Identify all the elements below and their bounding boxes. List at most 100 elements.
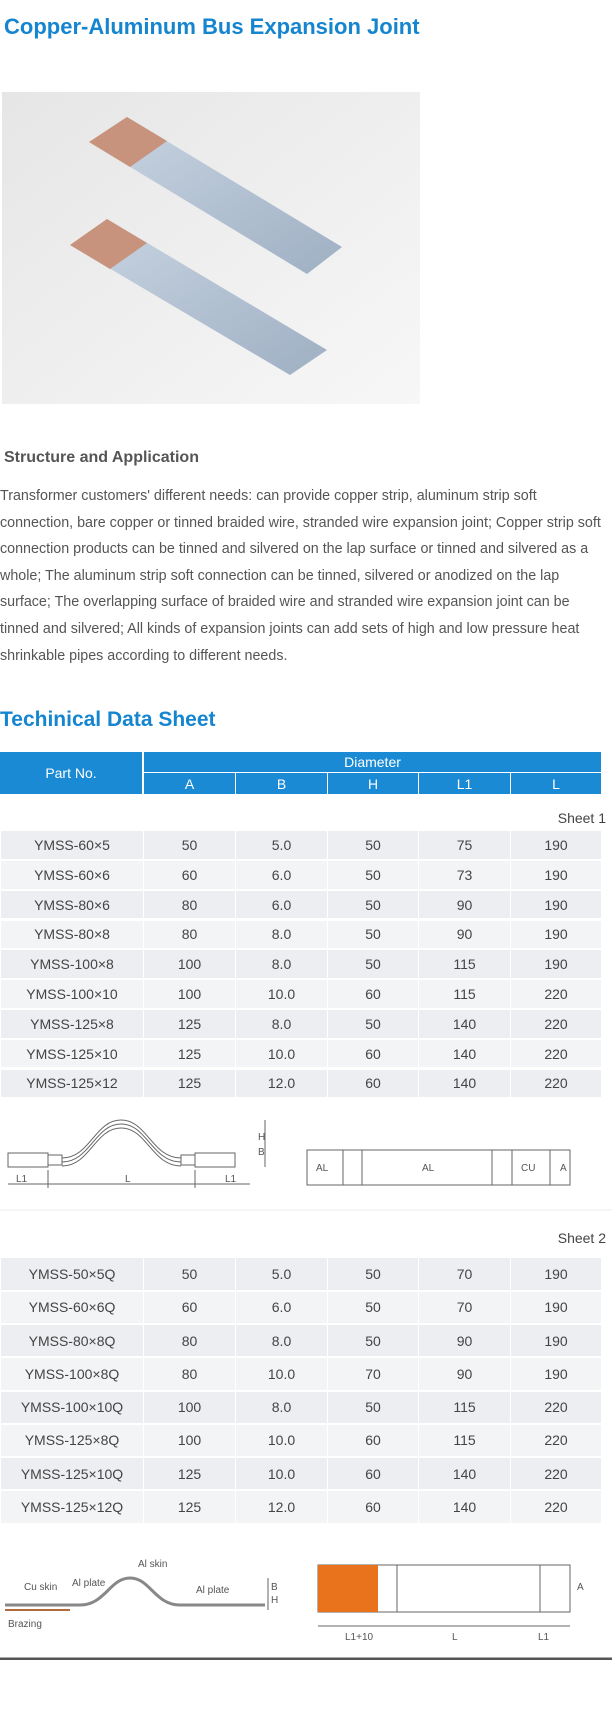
diagram-label: Cu skin (24, 1582, 57, 1593)
table-cell: YMSS-100×8 (1, 950, 143, 979)
table-cell: YMSS-125×12 (1, 1069, 143, 1098)
table-cell: 90 (419, 1358, 510, 1390)
table-cell: 8.0 (236, 1009, 327, 1038)
table-cell: 8.0 (236, 920, 327, 949)
table-cell: YMSS-80×8 (1, 920, 143, 949)
table-cell: 50 (328, 950, 418, 979)
table-cell: 90 (419, 920, 510, 949)
table-cell: 80 (144, 1358, 235, 1390)
table-cell: 60 (328, 980, 418, 1008)
table-cell: 140 (419, 1009, 510, 1038)
table-cell: 60 (328, 1458, 418, 1490)
table-cell: YMSS-100×8Q (1, 1358, 143, 1390)
table-cell: 125 (144, 1069, 235, 1098)
table-cell: 80 (144, 890, 235, 919)
table-cell: 125 (144, 1491, 235, 1523)
header-cell: B (236, 773, 327, 794)
table-cell: YMSS-80×6 (1, 890, 143, 919)
table-cell: 190 (511, 831, 601, 859)
table-cell: 12.0 (236, 1491, 327, 1523)
sheet-label: Sheet 2 (557, 1230, 606, 1246)
table-cell: 190 (511, 860, 601, 889)
table-cell: 190 (511, 1291, 601, 1323)
header-cell: L (511, 773, 601, 794)
diagram-label: L1 (16, 1174, 28, 1185)
diagram-label: Al plate (196, 1585, 230, 1596)
table-cell: 190 (511, 1258, 601, 1290)
diagram-label: CU (521, 1163, 535, 1174)
title: Copper-Aluminum Bus Expansion Joint (4, 14, 420, 39)
header-cell: L1 (419, 773, 510, 794)
table-cell: 80 (144, 920, 235, 949)
table-cell: 10.0 (236, 1424, 327, 1457)
section-heading: Structure and Application (4, 449, 199, 466)
table-cell: YMSS-80×8Q (1, 1324, 143, 1357)
table-cell: 10.0 (236, 1358, 327, 1390)
diagram-label: L1 (538, 1632, 550, 1643)
diagram-label: Al plate (72, 1578, 106, 1589)
table-cell: 220 (511, 1009, 601, 1038)
table-cell: YMSS-125×10Q (1, 1458, 143, 1490)
table-cell: 50 (144, 1258, 235, 1290)
table-heading: Techinical Data Sheet (0, 708, 216, 731)
table-cell: 90 (419, 890, 510, 919)
diagram-label: L (452, 1632, 458, 1643)
table-cell: YMSS-125×8Q (1, 1424, 143, 1457)
table-cell: 220 (511, 980, 601, 1008)
table-cell: 70 (419, 1291, 510, 1323)
diagram-label: L (125, 1174, 131, 1185)
table-cell: 73 (419, 860, 510, 889)
diagram-label: L1 (225, 1174, 237, 1185)
table-cell: YMSS-60×6 (1, 860, 143, 889)
table-cell: 220 (511, 1491, 601, 1523)
diagram-label: Al skin (138, 1559, 167, 1570)
table-cell: 90 (419, 1324, 510, 1357)
table-cell: 8.0 (236, 1324, 327, 1357)
table-cell: 190 (511, 950, 601, 979)
diagram-label: H (258, 1132, 265, 1143)
header-cell: H (328, 773, 418, 794)
table-cell: 100 (144, 1424, 235, 1457)
table-cell: YMSS-125×12Q (1, 1491, 143, 1523)
table-cell: 220 (511, 1424, 601, 1457)
table-cell: YMSS-100×10Q (1, 1391, 143, 1423)
table-cell: 50 (328, 860, 418, 889)
table-cell: 60 (144, 860, 235, 889)
table-cell: 6.0 (236, 890, 327, 919)
table-cell: 10.0 (236, 1458, 327, 1490)
table-cell: 60 (328, 1069, 418, 1098)
table-cell: 125 (144, 1458, 235, 1490)
sheet-label: Sheet 1 (557, 810, 606, 826)
table-cell: YMSS-60×6Q (1, 1291, 143, 1323)
table-cell: 60 (328, 1424, 418, 1457)
header-cell: Diameter (144, 752, 601, 772)
table-cell: 50 (328, 1291, 418, 1323)
diagram-label: A (577, 1582, 584, 1593)
table-cell: 115 (419, 980, 510, 1008)
table-cell: YMSS-60×5 (1, 831, 143, 859)
table-cell: 60 (144, 1291, 235, 1323)
table-cell: 140 (419, 1039, 510, 1068)
diagram-label: B (258, 1147, 265, 1158)
table-cell: 5.0 (236, 831, 327, 859)
table-cell: 60 (328, 1039, 418, 1068)
product-photo (2, 92, 420, 404)
table-cell: 50 (328, 890, 418, 919)
table-cell: YMSS-125×10 (1, 1039, 143, 1068)
table-cell: 10.0 (236, 1039, 327, 1068)
table-cell: 80 (144, 1324, 235, 1357)
table-cell: 190 (511, 1358, 601, 1390)
table-cell: 10.0 (236, 980, 327, 1008)
table-cell: 220 (511, 1069, 601, 1098)
table-cell: 60 (328, 1491, 418, 1523)
header-cell: Part No. (0, 752, 142, 794)
table-cell: 75 (419, 831, 510, 859)
header-cell: A (144, 773, 235, 794)
table-cell: 50 (328, 831, 418, 859)
table-cell: 220 (511, 1039, 601, 1068)
table-cell: 115 (419, 1424, 510, 1457)
table-cell: 190 (511, 1324, 601, 1357)
table-cell: 50 (328, 1009, 418, 1038)
diagram-label: Brazing (8, 1619, 42, 1630)
